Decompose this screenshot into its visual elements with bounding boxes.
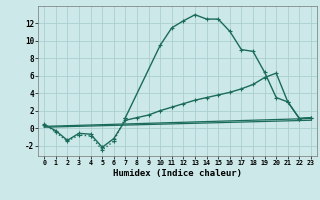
X-axis label: Humidex (Indice chaleur): Humidex (Indice chaleur): [113, 169, 242, 178]
